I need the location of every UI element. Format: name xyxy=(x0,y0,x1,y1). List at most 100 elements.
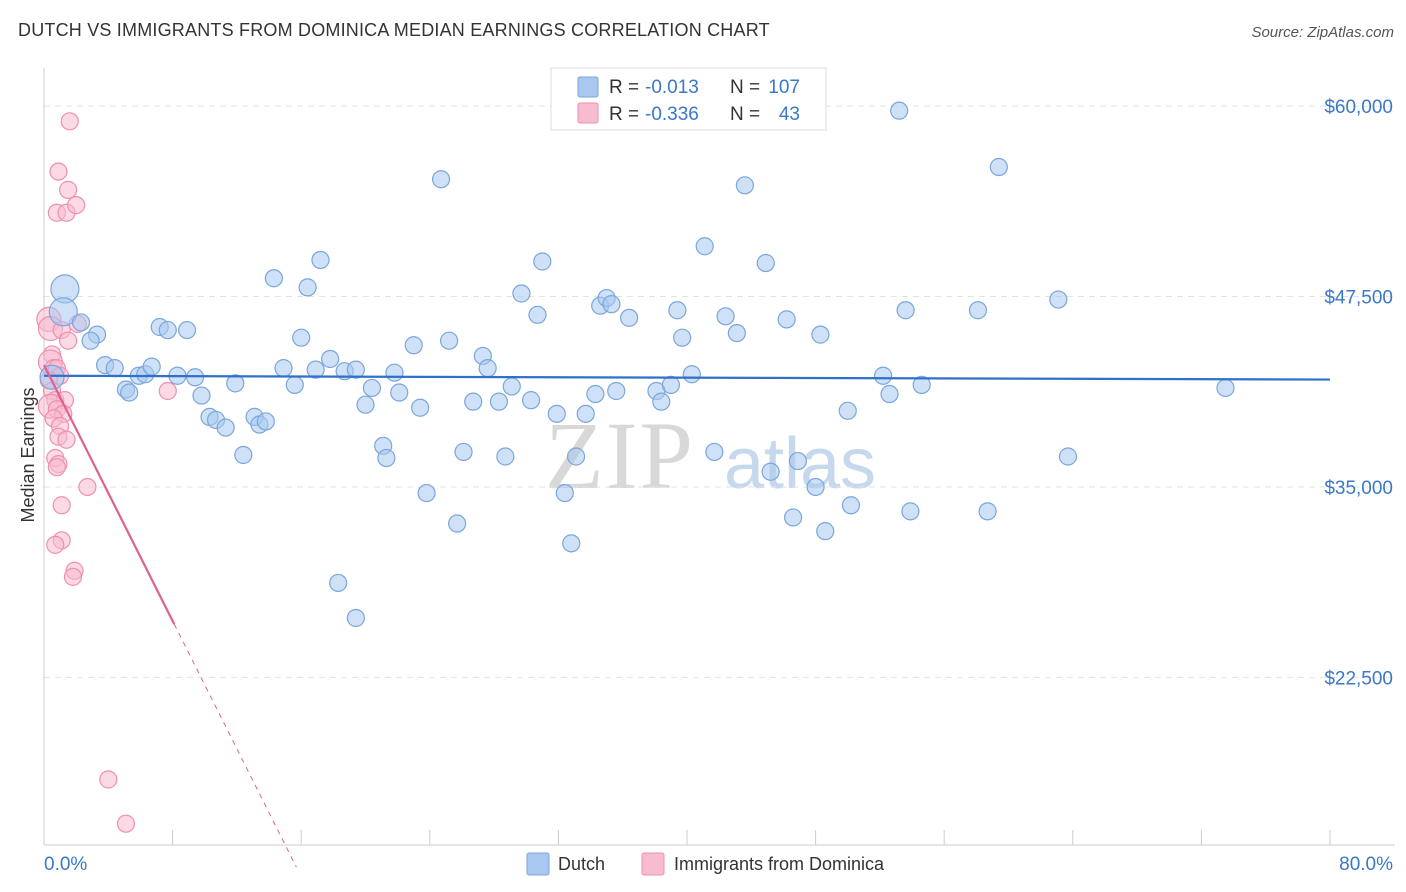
dutch-point xyxy=(912,375,931,394)
dominica-point xyxy=(67,196,86,215)
y-tick-label: $47,500 xyxy=(1324,288,1393,309)
dutch-point xyxy=(71,313,91,332)
dutch-trend-line xyxy=(43,374,1331,381)
dominica-point xyxy=(60,112,79,131)
dutch-point xyxy=(142,357,161,376)
y-tick-label: $35,000 xyxy=(1324,478,1393,499)
dutch-point xyxy=(576,404,595,423)
trend-lines xyxy=(43,364,1331,868)
dutch-point xyxy=(390,383,409,402)
legend-dominica-n-label: N = xyxy=(730,104,760,125)
legend-dutch-n-label: N = xyxy=(730,77,760,98)
dutch-point xyxy=(1216,378,1235,398)
dutch-point xyxy=(816,522,835,541)
dutch-point xyxy=(321,349,340,369)
dutch-point xyxy=(968,301,988,320)
gridlines xyxy=(44,105,1395,678)
dominica-point xyxy=(116,814,136,833)
dutch-point xyxy=(607,381,626,401)
dutch-point xyxy=(39,364,65,390)
dutch-point xyxy=(502,377,521,396)
dutch-point xyxy=(404,336,423,355)
legend-dominica-n-value: 43 xyxy=(779,104,800,125)
series-legend: Dutch Immigrants from Dominica xyxy=(526,852,885,876)
tick-labels: $22,500 $35,000 $47,500 $60,000 0.0% 80.0% xyxy=(44,97,1393,875)
series-legend-dominica-label: Immigrants from Dominica xyxy=(674,854,885,874)
legend: R = -0.013 N = 107 R = -0.336 N = 43 xyxy=(550,67,827,131)
x-tick-label: 0.0% xyxy=(44,854,87,875)
dutch-point xyxy=(716,307,735,326)
dutch-point xyxy=(806,477,825,497)
dutch-point xyxy=(1049,290,1068,309)
dutch-point xyxy=(512,284,531,303)
dutch-point xyxy=(673,328,692,347)
source-label: Source: ZipAtlas.com xyxy=(1251,24,1394,41)
x-tick-label: 80.0% xyxy=(1339,854,1393,875)
dutch-point xyxy=(901,502,920,521)
dutch-point xyxy=(48,297,78,327)
dutch-point xyxy=(896,301,915,320)
chart-title: DUTCH VS IMMIGRANTS FROM DOMINICA MEDIAN… xyxy=(18,20,770,40)
dutch-point xyxy=(464,392,483,411)
dutch-point xyxy=(431,170,451,189)
dutch-point xyxy=(234,445,253,465)
dutch-point xyxy=(652,392,671,411)
y-axis-label: Median Earnings xyxy=(18,387,38,522)
y-tick-label: $22,500 xyxy=(1324,668,1393,689)
axes xyxy=(43,68,1395,846)
dominica-point xyxy=(59,180,78,199)
dutch-point xyxy=(1058,447,1078,466)
dutch-point xyxy=(216,418,235,437)
dutch-point xyxy=(533,252,552,271)
dutch-point xyxy=(177,320,197,340)
dutch-point xyxy=(439,331,459,350)
dutch-point xyxy=(788,451,808,471)
legend-dutch-r-value: -0.013 xyxy=(645,77,699,98)
dutch-point xyxy=(105,359,124,378)
dominica-point xyxy=(99,770,118,789)
dominica-point xyxy=(47,458,66,477)
dutch-point xyxy=(566,447,586,466)
dutch-point xyxy=(695,237,714,256)
dutch-point xyxy=(292,328,311,347)
dutch-point xyxy=(547,404,566,423)
y-tick-label: $60,000 xyxy=(1324,97,1393,118)
dutch-point xyxy=(256,412,275,431)
legend-dutch-r-label: R = xyxy=(609,77,639,98)
dominica-point xyxy=(52,496,71,515)
dutch-point xyxy=(777,310,796,329)
dominica-trend-line xyxy=(43,364,176,625)
dutch-point xyxy=(298,278,317,297)
dominica-point xyxy=(78,477,97,497)
dutch-point xyxy=(756,253,775,273)
dominica-point xyxy=(49,162,68,181)
dutch-point xyxy=(668,301,687,320)
dutch-point xyxy=(158,320,177,340)
dutch-point xyxy=(274,359,293,378)
dutch-point xyxy=(306,360,325,379)
dutch-point xyxy=(454,442,473,462)
dutch-point xyxy=(329,573,348,593)
legend-dominica-r-label: R = xyxy=(609,104,639,125)
dutch-point xyxy=(602,295,621,314)
dominica-point xyxy=(158,381,177,401)
dutch-point xyxy=(555,483,574,503)
dutch-point xyxy=(586,384,605,404)
dominica-trend-extension xyxy=(173,623,297,868)
dutch-point xyxy=(978,502,997,521)
dutch-point xyxy=(120,383,139,402)
legend-dominica-r-value: -0.336 xyxy=(645,104,699,125)
dutch-point xyxy=(356,395,375,414)
dutch-point xyxy=(783,508,803,527)
dutch-point xyxy=(226,374,245,393)
dutch-point xyxy=(448,514,467,533)
dutch-point xyxy=(761,462,780,481)
dutch-point xyxy=(838,401,857,420)
legend-dominica-swatch xyxy=(577,102,599,124)
dutch-point xyxy=(417,483,436,503)
dutch-point xyxy=(661,375,681,394)
dutch-point xyxy=(411,398,430,417)
dominica-points xyxy=(36,112,177,833)
dutch-point xyxy=(727,323,746,343)
